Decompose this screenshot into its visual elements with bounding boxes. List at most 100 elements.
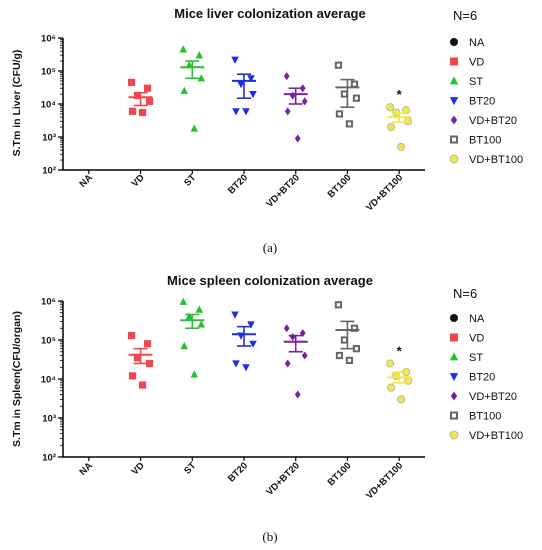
liver-x-tick-label: VD+BT20 (264, 172, 301, 209)
spleen-legend-marker (450, 333, 458, 342)
spleen-significance-star: * (397, 343, 403, 358)
spleen-point-bt20 (232, 360, 240, 368)
liver-chart-panel: Mice liver colonization average S.Tm in … (11, 6, 425, 255)
liver-plot-area: 10² 10³ 10⁴ 10⁵ 10⁶ NA VD ST BT20 VD+BT20 BT100 VD+… (41, 34, 425, 214)
liver-x-tick-label: ST (182, 172, 199, 189)
spleen-legend-marker (450, 314, 458, 322)
spleen-point-vd (127, 331, 136, 340)
liver-x-tick-label: BT20 (226, 172, 250, 196)
liver-point-st (197, 74, 206, 82)
spleen-point-vd (145, 359, 154, 368)
liver-legend-label: BT100 (469, 135, 501, 147)
spleen-x-tick-label: NA (77, 460, 95, 478)
spleen-y-tick-label: 10² (42, 453, 56, 464)
liver-point-vd (133, 91, 142, 100)
liver-y-tick-label: 10³ (42, 133, 56, 144)
spleen-point-bt100 (352, 345, 361, 353)
liver-point-vd-bt20 (284, 107, 291, 116)
spleen-point-vd-bt100 (387, 383, 396, 392)
liver-x-tick-label: NA (77, 172, 95, 190)
liver-y-tick-label: 10⁵ (41, 67, 56, 78)
liver-point-vd-bt100 (404, 117, 413, 126)
liver-point-vd (145, 97, 154, 105)
spleen-point-st (185, 312, 194, 320)
spleen-point-vd-bt20 (301, 351, 308, 360)
liver-y-tick-label: 10⁴ (41, 100, 57, 111)
spleen-legend-marker (449, 430, 459, 440)
spleen-x-tick-label: ST (182, 460, 199, 477)
spleen-point-vd-bt20 (284, 359, 291, 368)
liver-point-bt100 (345, 120, 354, 128)
spleen-point-bt20 (249, 340, 257, 348)
panel-label-b: (b) (262, 529, 277, 544)
liver-legend: N=6 NA VD ST BT20 VD+BT20 BT100 VD+BT100 (449, 8, 523, 166)
spleen-point-bt20 (231, 311, 239, 319)
spleen-point-vd-bt100 (397, 395, 406, 404)
liver-point-vd-bt20 (283, 72, 290, 81)
spleen-legend-label: VD (469, 333, 484, 345)
liver-significance-star: * (397, 87, 403, 102)
liver-legend-label: BT20 (469, 96, 495, 108)
spleen-legend-label: VD+BT20 (469, 391, 517, 403)
liver-point-bt20 (247, 75, 255, 83)
liver-legend-label: NA (469, 37, 485, 49)
liver-legend-label: VD+BT20 (469, 115, 517, 127)
liver-point-vd-bt100 (397, 142, 406, 151)
spleen-point-bt20 (242, 364, 250, 372)
spleen-point-bt100 (335, 351, 344, 360)
spleen-legend-marker (449, 352, 459, 361)
liver-legend-marker (450, 57, 458, 66)
liver-x-tick-label: BT100 (326, 172, 354, 200)
spleen-legend-marker (450, 411, 458, 420)
spleen-point-bt100 (345, 356, 354, 364)
spleen-y-tick-label: 10³ (42, 414, 56, 425)
liver-legend-marker (449, 97, 459, 106)
liver-legend-label: ST (469, 76, 483, 88)
liver-point-st (180, 86, 189, 94)
liver-point-bt100 (335, 110, 344, 118)
liver-legend-label: VD+BT100 (469, 154, 523, 166)
spleen-y-tick-label: 10⁴ (41, 375, 57, 386)
spleen-legend-marker (450, 391, 458, 401)
spleen-point-vd-bt20 (289, 332, 296, 341)
liver-point-bt20 (242, 108, 250, 116)
liver-legend-marker (449, 154, 459, 164)
liver-x-tick-label: VD+BT100 (364, 172, 405, 213)
spleen-y-tick-label: 10⁵ (41, 336, 56, 347)
spleen-legend-label: ST (469, 352, 483, 364)
spleen-x-tick-label: VD+BT20 (264, 460, 301, 497)
liver-legend-marker (450, 115, 458, 125)
spleen-point-vd (138, 381, 147, 389)
liver-point-vd (143, 84, 152, 92)
liver-point-vd-bt20 (294, 134, 301, 143)
spleen-x-tick-label: BT100 (326, 460, 354, 488)
spleen-legend: N=6 NA VD ST BT20 VD+BT20 BT100 VD+BT100 (449, 286, 523, 442)
spleen-point-st (190, 370, 199, 378)
liver-point-bt20 (237, 81, 245, 89)
spleen-point-vd (143, 340, 152, 348)
spleen-legend-label: BT20 (469, 372, 495, 384)
spleen-y-axis-label: S.Tm in Spleen(CFU/organ) (11, 311, 23, 447)
liver-x-tick-label: VD (130, 172, 147, 189)
liver-point-bt100 (340, 90, 349, 98)
spleen-point-st (179, 297, 188, 305)
spleen-point-bt100 (340, 336, 349, 344)
liver-point-bt100 (352, 94, 361, 102)
spleen-point-vd-bt20 (283, 324, 290, 333)
spleen-legend-marker (449, 373, 459, 382)
liver-point-bt20 (231, 56, 239, 64)
liver-point-vd-bt20 (301, 97, 308, 106)
liver-point-vd (127, 78, 136, 87)
liver-legend-marker (450, 38, 458, 46)
liver-chart-title: Mice liver colonization average (174, 6, 365, 21)
spleen-point-st (195, 305, 204, 313)
spleen-x-tick-label: BT20 (226, 460, 250, 484)
liver-point-st (195, 51, 204, 59)
spleen-point-vd (128, 372, 137, 380)
liver-point-vd-bt100 (386, 103, 395, 112)
liver-point-vd (128, 107, 137, 115)
spleen-point-vd (133, 354, 142, 362)
liver-point-bt100 (334, 61, 343, 69)
spleen-point-bt20 (247, 321, 255, 329)
